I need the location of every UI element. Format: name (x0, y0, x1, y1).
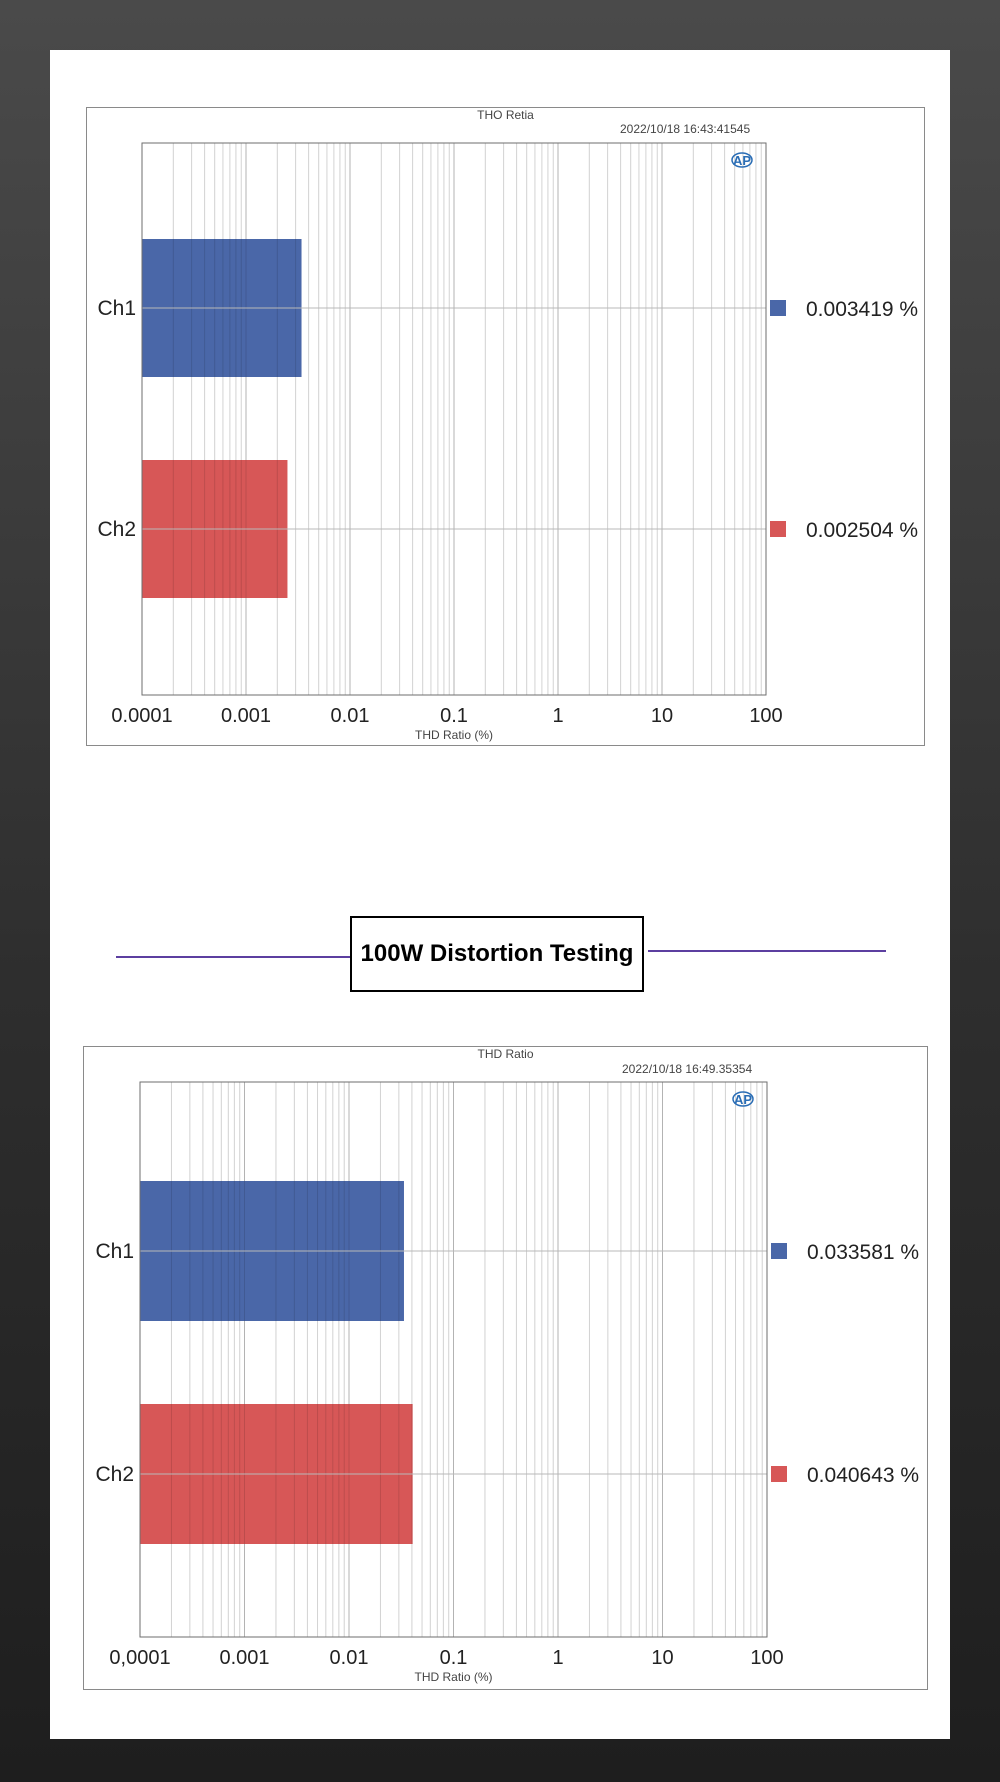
legend-swatch (770, 521, 786, 537)
x-tick-label: 100 (749, 705, 782, 727)
chart-timestamp: 2022/10/18 16:43:41545 (620, 122, 751, 136)
category-label: Ch1 (95, 1240, 134, 1263)
chart-title: THD Ratio (477, 1047, 534, 1061)
legend-swatch (771, 1243, 787, 1259)
plot-border (139, 1081, 768, 1638)
x-tick-label: 100 (750, 1647, 783, 1669)
x-tick-label: 0.1 (440, 705, 468, 727)
value-label: 0.002504 % (806, 519, 918, 542)
x-tick-label: 0.1 (440, 1647, 468, 1669)
section-divider: 100W Distortion Testing (50, 850, 950, 992)
x-tick-label: 0.01 (331, 705, 370, 727)
value-label: 0.040643 % (807, 1464, 919, 1487)
plot-border (141, 142, 767, 696)
category-label: Ch2 (97, 518, 136, 541)
chart-timestamp: 2022/10/18 16:49.35354 (622, 1062, 753, 1076)
major-gridlines (244, 1082, 663, 1637)
x-tick-label: 10 (651, 1647, 673, 1669)
ap-logo-icon: AP (731, 152, 753, 168)
legend-swatch (770, 300, 786, 316)
value-label: 0.033581 % (807, 1241, 919, 1264)
thd-chart-2: THD Ratio 2022/10/18 16:49.35354 0,0001 0… (83, 1046, 928, 1690)
x-tick-label: 0.01 (330, 1647, 369, 1669)
chart-title: THO Retia (477, 108, 534, 122)
x-tick-label: 1 (552, 705, 563, 727)
x-tick-label: 0.0001 (111, 705, 172, 727)
x-tick-label: 10 (651, 705, 673, 727)
thd-chart-1: THO Retia 2022/10/18 16:43:41545 0.0001 0… (86, 107, 925, 746)
x-axis-label: THD Ratio (%) (415, 728, 493, 742)
chart-plot: 0,0001 0.001 0.01 0.1 1 10 100 THD Ratio (%) Ch1… (95, 1081, 919, 1684)
x-tick-label: 0.001 (221, 705, 271, 727)
divider-line-right (648, 950, 886, 952)
chart-plot: 0.0001 0.001 0.01 0.1 1 10 100 THD Ratio (%) Ch1… (97, 142, 918, 742)
value-label: 0.003419 % (806, 298, 918, 321)
x-tick-label: 0,0001 (109, 1647, 170, 1669)
ap-logo-icon: AP (732, 1091, 754, 1107)
x-tick-label: 1 (552, 1647, 563, 1669)
x-axis-label: THD Ratio (%) (414, 1670, 492, 1684)
divider-line-left (116, 956, 356, 958)
category-label: Ch1 (97, 297, 136, 320)
x-tick-label: 0.001 (219, 1647, 269, 1669)
minor-gridlines (170, 1082, 763, 1637)
svg-text:AP: AP (734, 1092, 752, 1107)
category-label: Ch2 (95, 1463, 134, 1486)
minor-gridlines (172, 143, 762, 695)
legend-swatch (771, 1466, 787, 1482)
section-heading: 100W Distortion Testing (350, 916, 644, 992)
major-gridlines (245, 143, 663, 695)
report-page: THO Retia 2022/10/18 16:43:41545 0.0001 0… (50, 50, 950, 1739)
svg-text:AP: AP (733, 153, 751, 168)
